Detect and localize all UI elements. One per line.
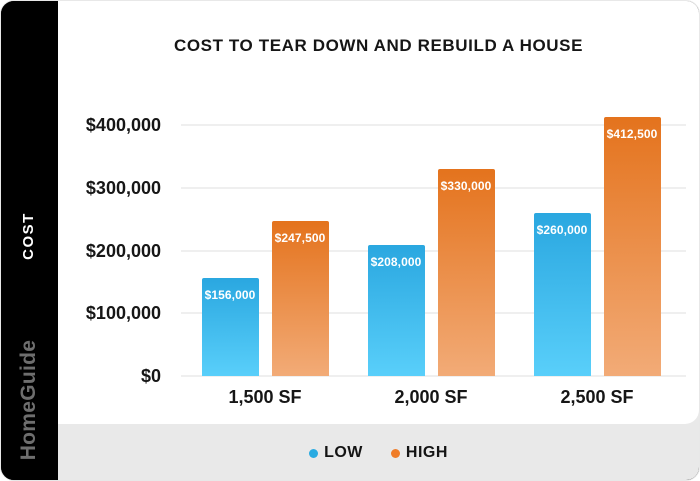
legend: LOW HIGH: [58, 424, 699, 480]
bar-high-2-000-sf: $330,000: [437, 169, 495, 376]
legend-label-high: HIGH: [405, 444, 448, 461]
gridline: [181, 375, 686, 377]
bar-high-1-500-sf: $247,500: [271, 221, 329, 376]
y-tick-label: $200,000: [85, 240, 161, 261]
x-category-label: 2,000 SF: [394, 387, 468, 407]
legend-item-high: HIGH: [390, 444, 448, 462]
homeguide-logo: HomeGuide: [17, 339, 40, 461]
y-tick-label: $100,000: [85, 303, 161, 324]
brand-sidebar: COST HomeGuide: [1, 1, 58, 480]
bar-low-2-500-sf: $260,000: [533, 213, 591, 376]
gridline: [181, 124, 686, 126]
legend-label-low: LOW: [324, 444, 363, 461]
y-tick-label: $400,000: [85, 115, 161, 135]
y-tick-label: $0: [140, 366, 161, 386]
legend-dot-low: [309, 448, 319, 458]
gridline: [181, 312, 686, 315]
legend-item-low: LOW: [309, 444, 363, 462]
bar-value-label: $156,000: [204, 288, 256, 302]
bar-low-2-000-sf: $208,000: [367, 245, 425, 376]
chart-area: COST TO TEAR DOWN AND REBUILD A HOUSE $4…: [58, 1, 699, 480]
gridline: [181, 186, 686, 189]
legend-dot-high: [390, 448, 400, 458]
x-category-label: 1,500 SF: [228, 387, 302, 407]
bar-value-label: $260,000: [536, 223, 588, 237]
plot-area: $400,000 $300,000 $200,000 $100,000 $0 $156,0…: [58, 1, 699, 424]
chart-panel: COST TO TEAR DOWN AND REBUILD A HOUSE $4…: [58, 1, 699, 424]
chart-title: COST TO TEAR DOWN AND REBUILD A HOUSE: [173, 36, 584, 55]
bar-low-1-500-sf: $156,000: [201, 278, 259, 376]
y-tick-label: $300,000: [85, 177, 161, 198]
bar-high-2-500-sf: $412,500: [603, 117, 661, 376]
y-axis-title: COST: [20, 212, 37, 260]
bar-value-label: $330,000: [440, 179, 492, 193]
gridline: [181, 249, 686, 252]
bar-value-label: $412,500: [606, 127, 658, 141]
bar-value-label: $208,000: [370, 255, 422, 269]
bar-value-label: $247,500: [274, 231, 326, 245]
x-category-label: 2,500 SF: [560, 387, 634, 407]
